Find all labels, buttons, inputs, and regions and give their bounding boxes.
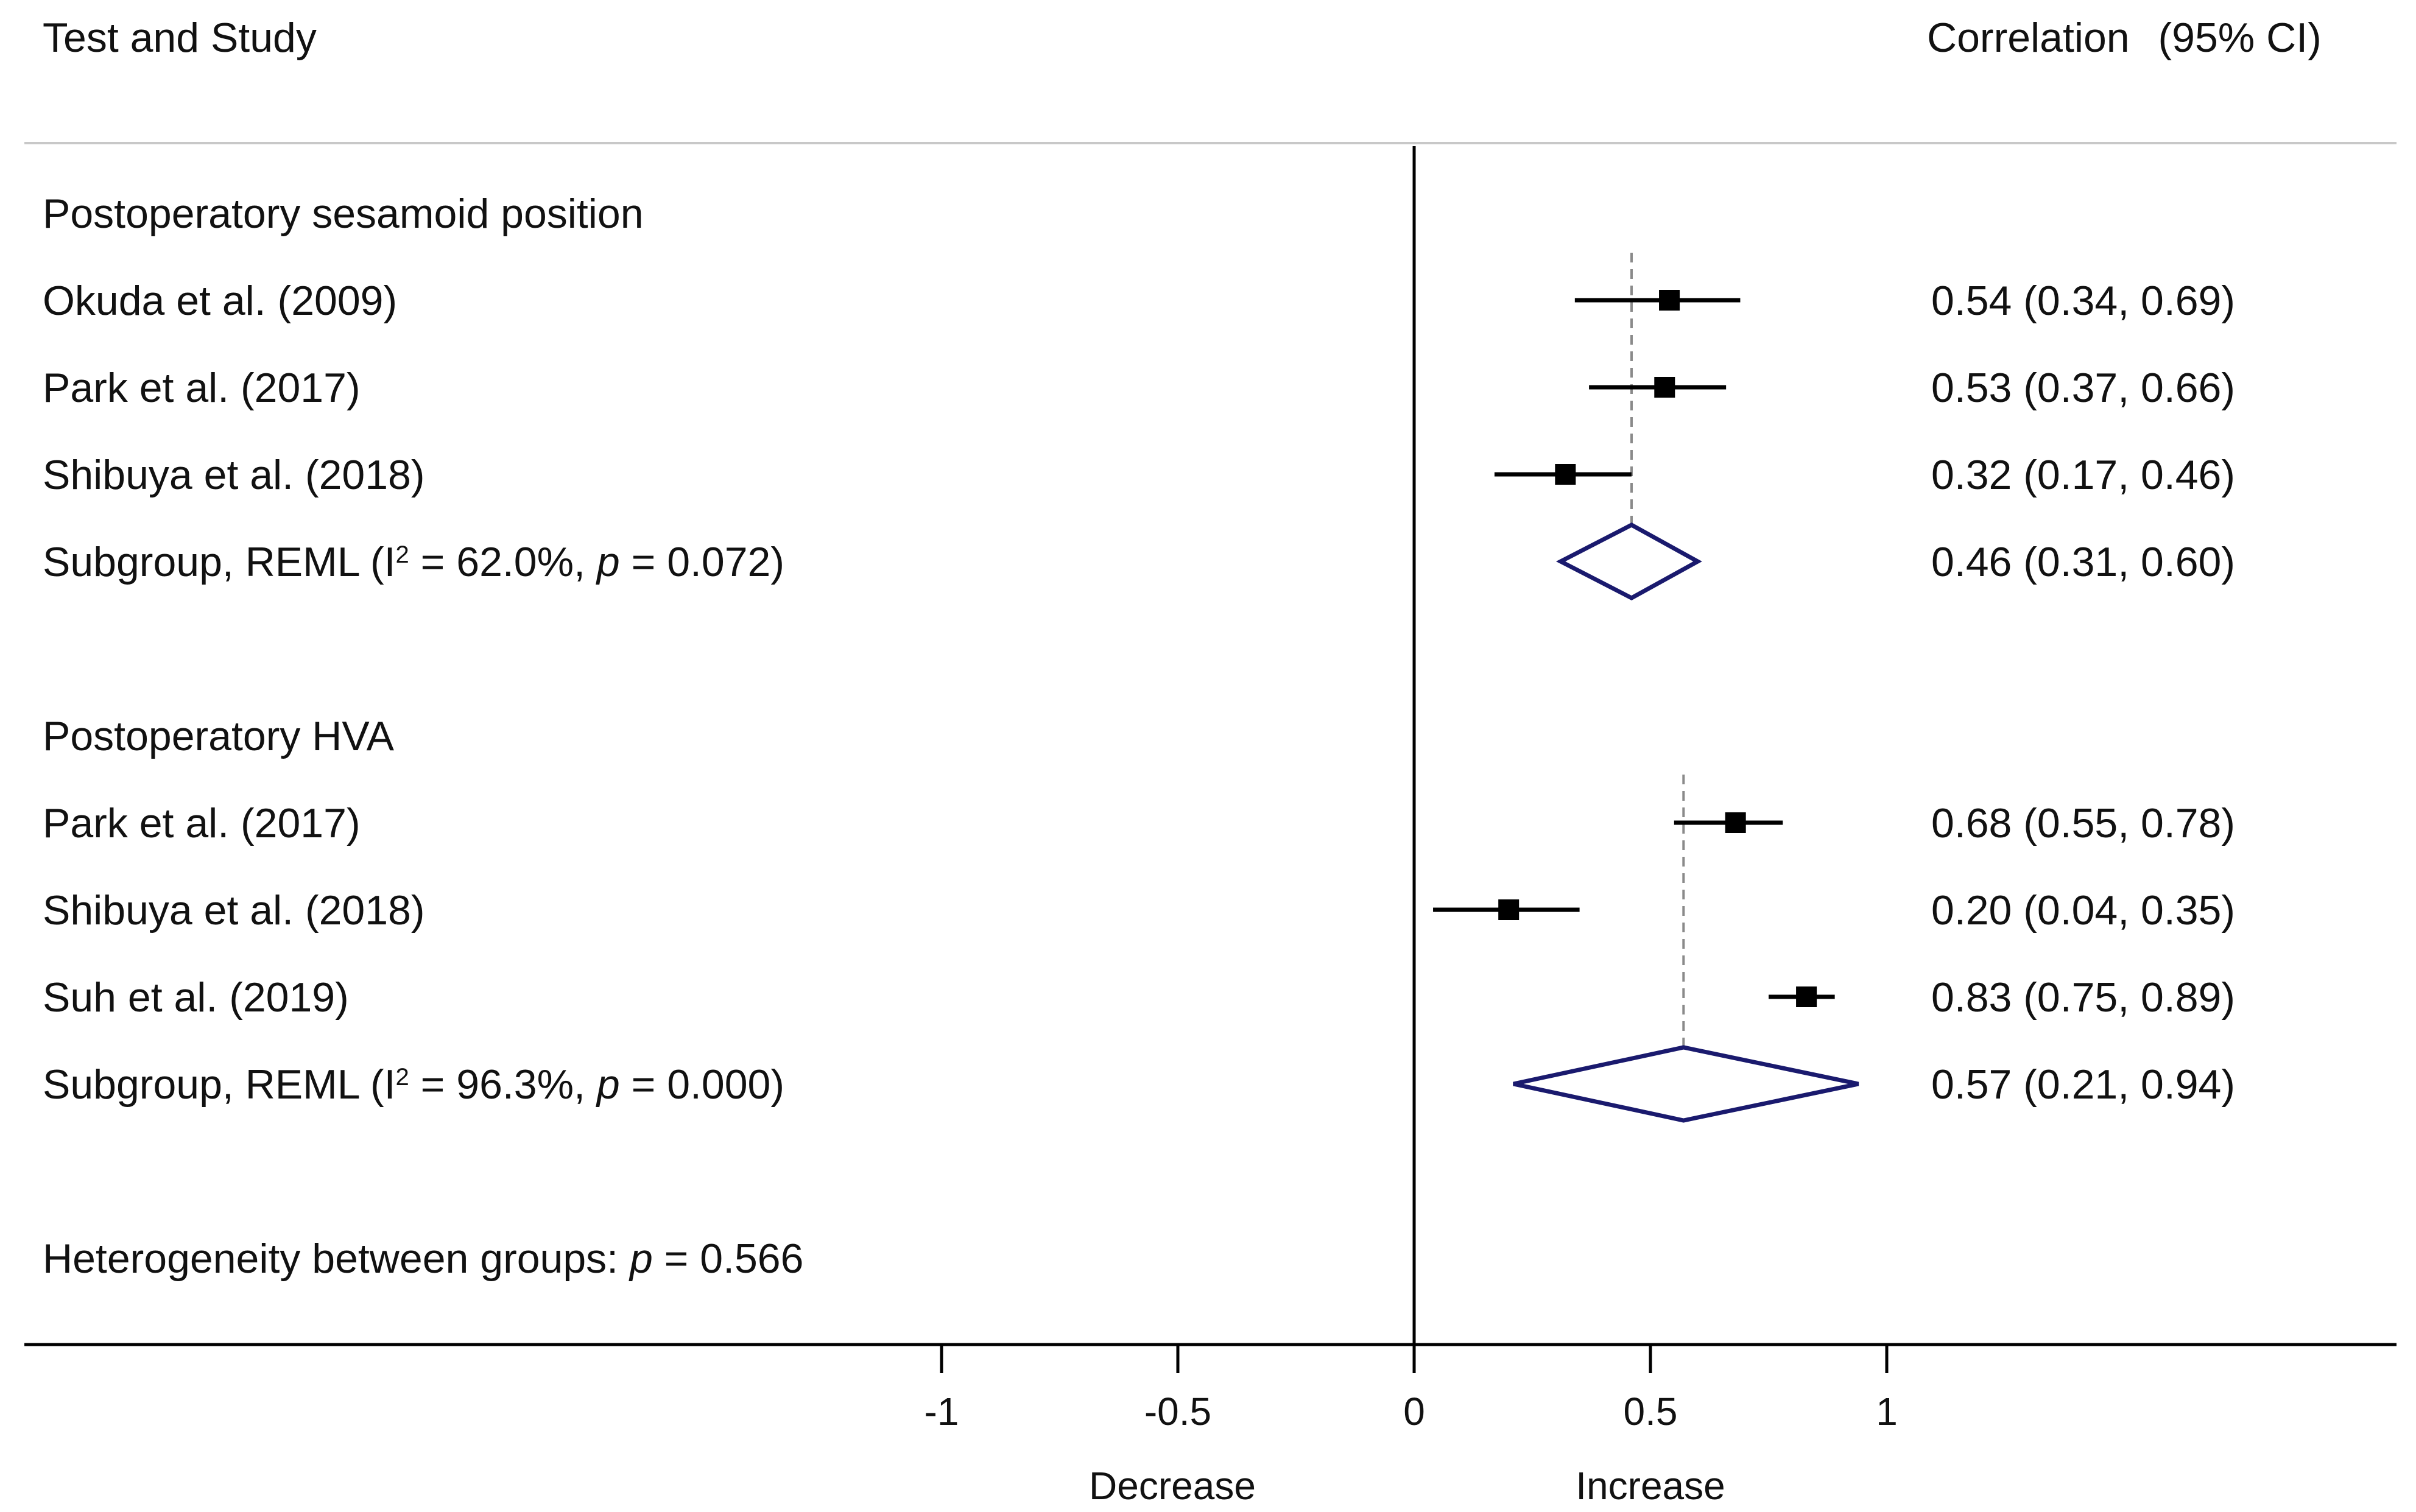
- x-tick-label: 1: [1876, 1390, 1898, 1433]
- point-estimate-marker: [1725, 812, 1746, 833]
- point-estimate-marker: [1654, 377, 1675, 398]
- point-estimate-marker: [1659, 290, 1680, 311]
- header-label-test-and-study: Test and Study: [43, 15, 317, 61]
- subgroup-label-p: p: [596, 539, 620, 585]
- direction-label-increase: Increase: [1576, 1464, 1725, 1508]
- subgroup-label-sup: 2: [396, 1064, 409, 1091]
- study-value: 0.68 (0.55, 0.78): [1931, 800, 2235, 846]
- subgroup-label: Subgroup, REML (I2 = 96.3%, p = 0.000): [43, 1061, 784, 1108]
- heterogeneity-p: p: [629, 1236, 653, 1282]
- subgroup-label: Subgroup, REML (I2 = 62.0%, p = 0.072): [43, 539, 784, 585]
- direction-label-decrease: Decrease: [1089, 1464, 1256, 1508]
- subgroup-label-prefix: Subgroup, REML (I: [43, 1061, 396, 1108]
- subgroup-label-p: p: [596, 1061, 620, 1108]
- group-title: Postoperatory sesamoid position: [43, 191, 644, 237]
- heterogeneity-prefix: Heterogeneity between groups:: [43, 1236, 630, 1282]
- study-label: Suh et al. (2019): [43, 974, 349, 1021]
- study-value: 0.20 (0.04, 0.35): [1931, 887, 2235, 934]
- study-value: 0.53 (0.37, 0.66): [1931, 365, 2235, 411]
- point-estimate-marker: [1555, 464, 1576, 485]
- x-tick-label: 0.5: [1624, 1390, 1678, 1433]
- study-label: Okuda et al. (2009): [43, 278, 397, 324]
- study-label: Shibuya et al. (2018): [43, 887, 425, 934]
- study-value: 0.32 (0.17, 0.46): [1931, 452, 2235, 498]
- subgroup-label-sup: 2: [396, 541, 409, 568]
- study-value: 0.83 (0.75, 0.89): [1931, 974, 2235, 1021]
- study-label: Park et al. (2017): [43, 365, 361, 411]
- study-label: Park et al. (2017): [43, 800, 361, 846]
- header-ci-text: (95% CI): [2158, 15, 2322, 61]
- x-tick-label: -1: [924, 1390, 959, 1433]
- study-value: 0.54 (0.34, 0.69): [1931, 278, 2235, 324]
- subgroup-diamond: [1555, 522, 1702, 600]
- x-axis-ticks: -1 -0.5 0 0.5 1 Decrease Increase: [924, 1345, 1898, 1508]
- header-label-correlation: Correlation (95% CI): [1927, 15, 2322, 61]
- subgroup-value: 0.46 (0.31, 0.60): [1931, 539, 2235, 585]
- subgroup-label-mid: = 62.0%,: [409, 539, 597, 585]
- subgroup-label-suffix: = 0.072): [620, 539, 784, 585]
- point-estimate-marker: [1796, 986, 1817, 1007]
- x-tick-label: -0.5: [1144, 1390, 1211, 1433]
- x-tick-label: 0: [1403, 1390, 1425, 1433]
- subgroup-label-suffix: = 0.000): [620, 1061, 784, 1108]
- heterogeneity-label: Heterogeneity between groups: p = 0.566: [43, 1236, 803, 1282]
- study-label: Shibuya et al. (2018): [43, 452, 425, 498]
- subgroup-label-prefix: Subgroup, REML (I: [43, 539, 396, 585]
- forest-rows: Postoperatory sesamoid position Okuda et …: [43, 191, 2235, 1282]
- subgroup-value: 0.57 (0.21, 0.94): [1931, 1061, 2235, 1108]
- header-correlation-text: Correlation: [1927, 15, 2130, 61]
- point-estimate-marker: [1498, 899, 1520, 920]
- heterogeneity-suffix: = 0.566: [653, 1236, 804, 1282]
- subgroup-diamond: [1513, 1045, 1859, 1123]
- subgroup-label-mid: = 96.3%,: [409, 1061, 597, 1108]
- group-title: Postoperatory HVA: [43, 713, 395, 759]
